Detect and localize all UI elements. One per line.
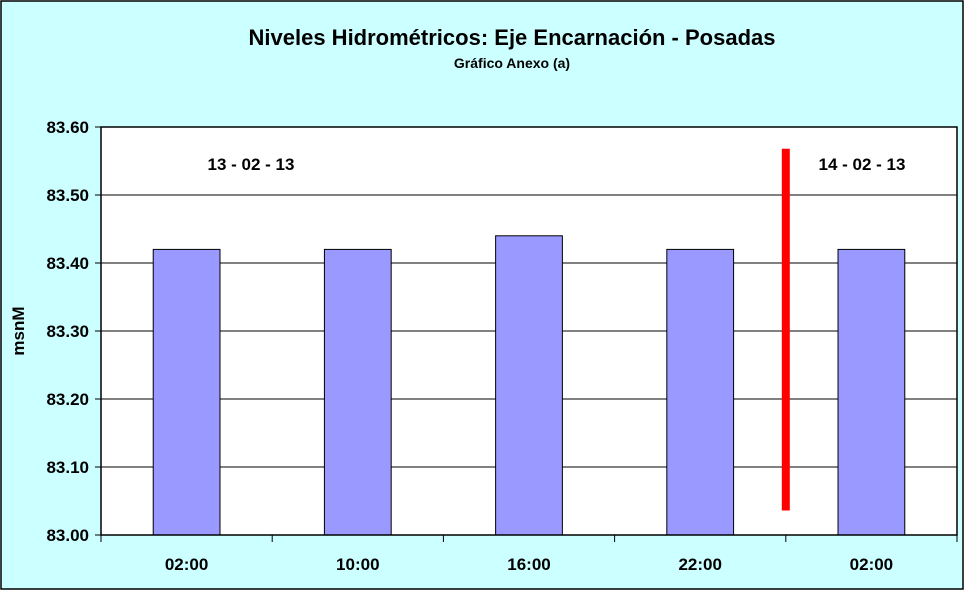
x-tick-label: 02:00 [850, 555, 893, 574]
y-tick-label: 83.10 [46, 458, 89, 477]
bar [323, 248, 392, 536]
y-tick-label: 83.30 [46, 322, 89, 341]
y-axis-label: msnM [9, 306, 28, 355]
axis-ticks [95, 126, 958, 542]
x-tick-labels: 02:00 10:00 16:00 22:00 02:00 [165, 555, 893, 574]
date-annotation-first: 13 - 02 - 13 [208, 155, 295, 174]
y-tick-label: 83.60 [46, 118, 89, 137]
y-tick-label: 83.50 [46, 186, 89, 205]
y-tick-label: 83.40 [46, 254, 89, 273]
chart-title: Niveles Hidrométricos: Eje Encarnación -… [249, 25, 776, 50]
bar [152, 248, 221, 536]
bars [152, 235, 906, 536]
y-tick-labels: 83.00 83.10 83.20 83.30 83.40 83.50 83.60 [46, 118, 89, 545]
chart-subtitle: Gráfico Anexo (a) [454, 55, 570, 71]
y-tick-label: 83.00 [46, 526, 89, 545]
bar [666, 248, 735, 536]
x-tick-label: 10:00 [336, 555, 379, 574]
x-tick-label: 16:00 [507, 555, 550, 574]
y-tick-label: 83.20 [46, 390, 89, 409]
x-tick-label: 02:00 [165, 555, 208, 574]
bar [495, 235, 563, 536]
date-annotation-second: 14 - 02 - 13 [819, 155, 906, 174]
bar [837, 248, 906, 536]
x-tick-label: 22:00 [678, 555, 721, 574]
